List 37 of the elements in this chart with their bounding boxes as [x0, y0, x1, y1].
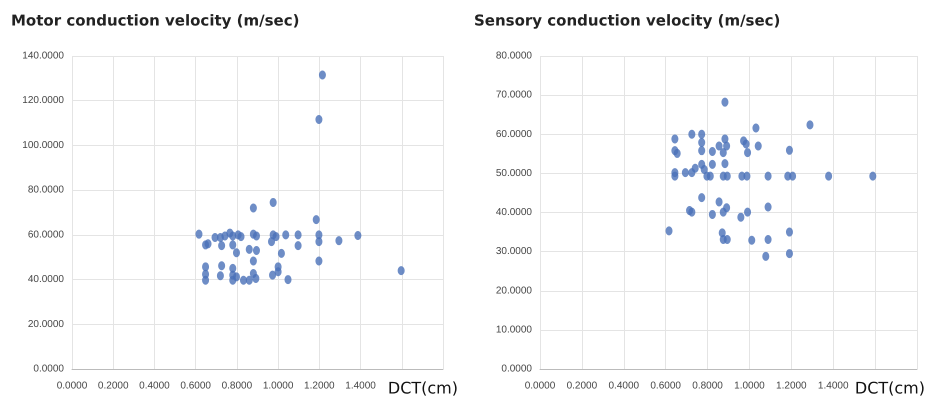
y-tick-label: 60.0000	[28, 229, 64, 240]
chart-title: Motor conduction velocity (m/sec)	[11, 12, 300, 30]
y-tick-label: 40.0000	[496, 207, 532, 218]
x-tick-label: 0.6000	[180, 380, 212, 392]
x-tick-label: 0.2000	[566, 380, 598, 392]
y-tick-label: 10.0000	[496, 324, 532, 336]
x-tick-label: 0.6000	[650, 380, 682, 392]
y-tick-label: 40.0000	[28, 274, 64, 286]
y-tick-label: 30.0000	[496, 246, 532, 258]
x-tick-label: 1.4000	[818, 380, 849, 392]
x-tick-label: 0.2000	[98, 380, 129, 392]
x-tick-label: 0.0000	[56, 380, 88, 392]
x-tick-label: 1.4000	[345, 380, 376, 392]
x-tick-label: 0.4000	[608, 380, 640, 392]
y-tick-label: 80.0000	[28, 184, 64, 196]
y-tick-label: 20.0000	[496, 285, 532, 296]
y-tick-label: 100.0000	[22, 140, 64, 151]
y-tick-label: 0.0000	[33, 364, 64, 374]
y-tick-label: 0.0000	[501, 364, 532, 374]
x-tick-label: 1.2000	[304, 380, 336, 392]
x-tick-label: 1.2000	[776, 380, 808, 392]
y-tick-label: 50.0000	[496, 168, 532, 179]
x-tick-label: 0.0000	[524, 380, 556, 392]
x-tick-label: 0.8000	[222, 380, 253, 392]
y-tick-label: 60.0000	[496, 128, 532, 140]
x-axis-title: DCT(cm)	[388, 378, 458, 398]
x-axis-title: DCT(cm)	[854, 378, 926, 398]
x-tick-label: 1.0000	[262, 380, 294, 392]
x-tick-label: 0.4000	[139, 380, 170, 392]
y-tick-label: 70.0000	[496, 90, 532, 101]
x-tick-label: 0.8000	[692, 380, 724, 392]
y-tick-label: 140.0000	[22, 50, 64, 62]
y-tick-label: 20.0000	[28, 318, 64, 330]
chart-title: Sensory conduction velocity (m/sec)	[474, 12, 780, 30]
y-tick-label: 120.0000	[22, 95, 64, 106]
y-tick-label: 80.0000	[496, 50, 532, 62]
x-tick-label: 1.0000	[734, 380, 766, 392]
